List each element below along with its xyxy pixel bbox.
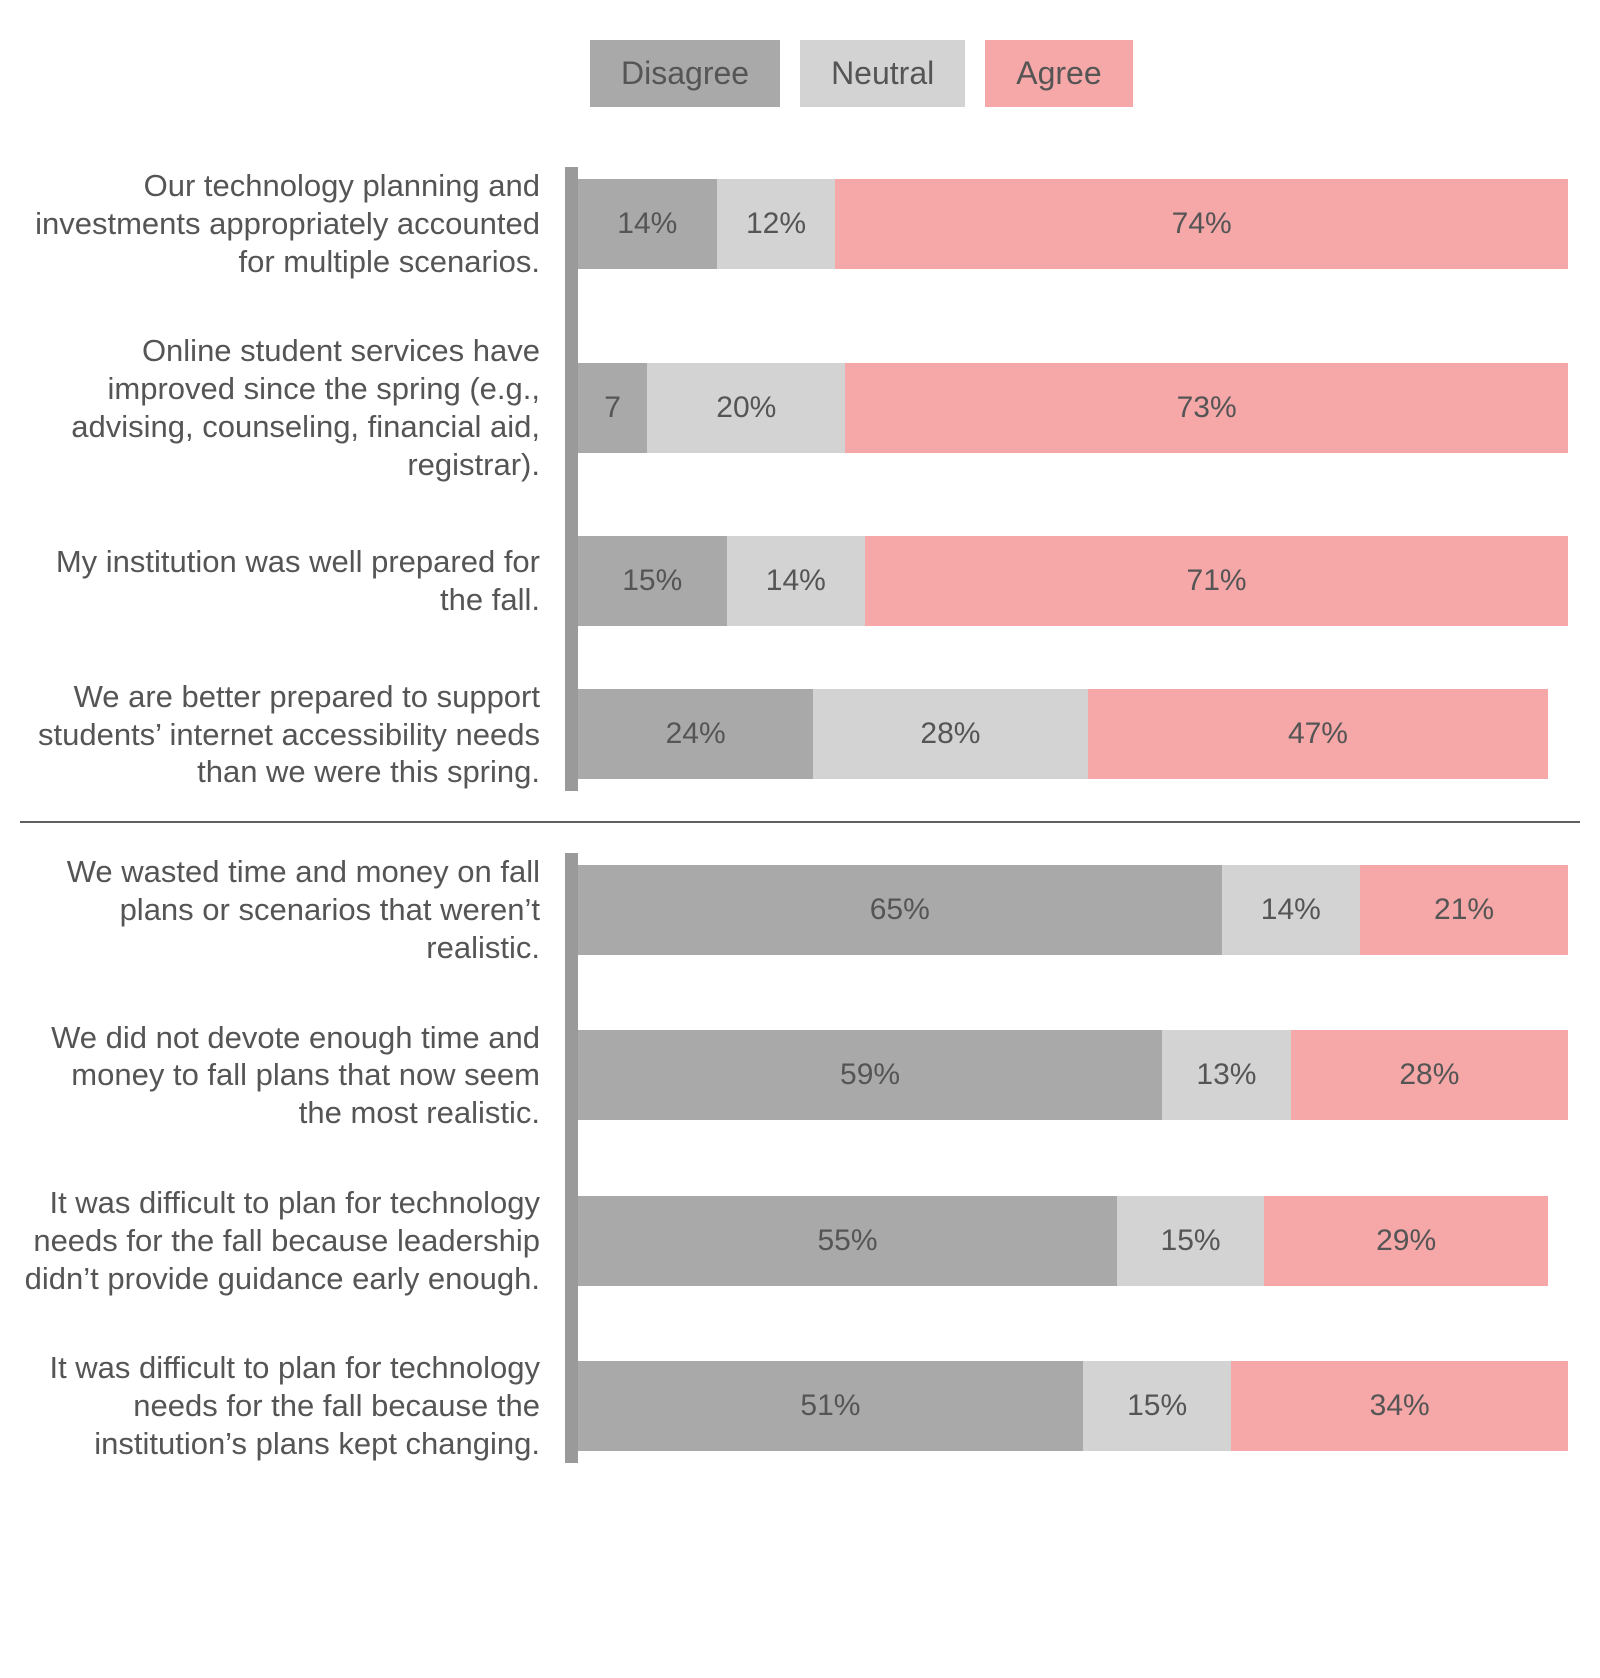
bar-segment-neutral: 14% (1222, 865, 1361, 955)
bar-segment-disagree: 59% (578, 1030, 1162, 1120)
bar-track: 24%28%47% (578, 689, 1568, 779)
bar-segment-disagree: 15% (578, 536, 727, 626)
axis-line (565, 510, 578, 652)
bar-segment-neutral: 13% (1162, 1030, 1291, 1120)
question-label: We did not devote enough time and money … (20, 1019, 565, 1132)
bar-segment-disagree: 24% (578, 689, 813, 779)
bar-segment-disagree: 51% (578, 1361, 1083, 1451)
legend-label: Disagree (591, 41, 779, 106)
bar-track: 55%15%29% (578, 1196, 1568, 1286)
chart-body: Our technology planning and investments … (20, 167, 1580, 1463)
bar-segment-neutral: 20% (647, 363, 845, 453)
chart-row: We did not devote enough time and money … (20, 1019, 1580, 1132)
question-label: We are better prepared to support studen… (20, 678, 565, 791)
bar-track: 14%12%74% (578, 179, 1568, 269)
bar-segment-neutral: 28% (813, 689, 1087, 779)
axis-line (565, 853, 578, 992)
bar-segment-disagree: 7 (578, 363, 647, 453)
question-label: We wasted time and money on fall plans o… (20, 853, 565, 966)
chart-row: It was difficult to plan for technology … (20, 1184, 1580, 1297)
bar-track: 51%15%34% (578, 1361, 1568, 1451)
bar-segment-agree: 21% (1360, 865, 1568, 955)
axis-line (565, 167, 578, 306)
bar-segment-neutral: 12% (717, 179, 836, 269)
bar-segment-disagree: 65% (578, 865, 1222, 955)
axis-line (565, 1323, 578, 1462)
bar-segment-agree: 34% (1231, 1361, 1568, 1451)
question-label: It was difficult to plan for technology … (20, 1349, 565, 1462)
question-label: Online student services have improved si… (20, 332, 565, 483)
bar-track: 65%14%21% (578, 865, 1568, 955)
bar-track: 720%73% (578, 363, 1568, 453)
legend-item-neutral: Neutral (800, 40, 965, 107)
bar-segment-agree: 29% (1264, 1196, 1548, 1286)
question-label: My institution was well prepared for the… (20, 543, 565, 619)
chart-row: Our technology planning and investments … (20, 167, 1580, 280)
bar-segment-disagree: 14% (578, 179, 717, 269)
bar-segment-agree: 71% (865, 536, 1568, 626)
legend-item-disagree: Disagree (590, 40, 780, 107)
chart-row: It was difficult to plan for technology … (20, 1349, 1580, 1462)
bar-segment-agree: 47% (1088, 689, 1549, 779)
axis-line (565, 652, 578, 791)
chart-row: Online student services have improved si… (20, 332, 1580, 483)
legend-item-agree: Agree (985, 40, 1132, 107)
chart-section: We wasted time and money on fall plans o… (20, 821, 1580, 1463)
bar-track: 15%14%71% (578, 536, 1568, 626)
question-label: It was difficult to plan for technology … (20, 1184, 565, 1297)
stacked-bar-chart: Disagree Neutral Agree Our technology plan… (20, 40, 1580, 1463)
chart-row: My institution was well prepared for the… (20, 536, 1580, 626)
legend: Disagree Neutral Agree (590, 40, 1580, 107)
bar-segment-neutral: 15% (1117, 1196, 1264, 1286)
chart-row: We wasted time and money on fall plans o… (20, 853, 1580, 966)
bar-segment-disagree: 55% (578, 1196, 1117, 1286)
axis-line (565, 1158, 578, 1323)
bar-segment-agree: 74% (835, 179, 1568, 269)
legend-label: Neutral (801, 41, 964, 106)
bar-track: 59%13%28% (578, 1030, 1568, 1120)
chart-section: Our technology planning and investments … (20, 167, 1580, 791)
bar-segment-agree: 28% (1291, 1030, 1568, 1120)
bar-segment-neutral: 14% (727, 536, 866, 626)
axis-line (565, 993, 578, 1158)
question-label: Our technology planning and investments … (20, 167, 565, 280)
axis-line (565, 306, 578, 509)
legend-label: Agree (986, 41, 1131, 106)
bar-segment-agree: 73% (845, 363, 1568, 453)
chart-row: We are better prepared to support studen… (20, 678, 1580, 791)
bar-segment-neutral: 15% (1083, 1361, 1232, 1451)
